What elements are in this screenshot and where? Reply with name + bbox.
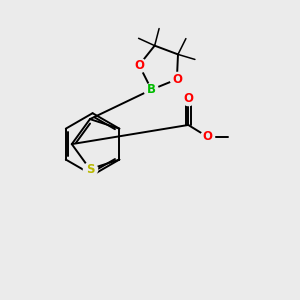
Text: B: B: [147, 83, 156, 96]
Text: S: S: [86, 163, 94, 176]
Text: O: O: [172, 73, 182, 86]
Text: O: O: [134, 58, 144, 72]
Text: O: O: [183, 92, 193, 105]
Text: O: O: [202, 130, 212, 143]
